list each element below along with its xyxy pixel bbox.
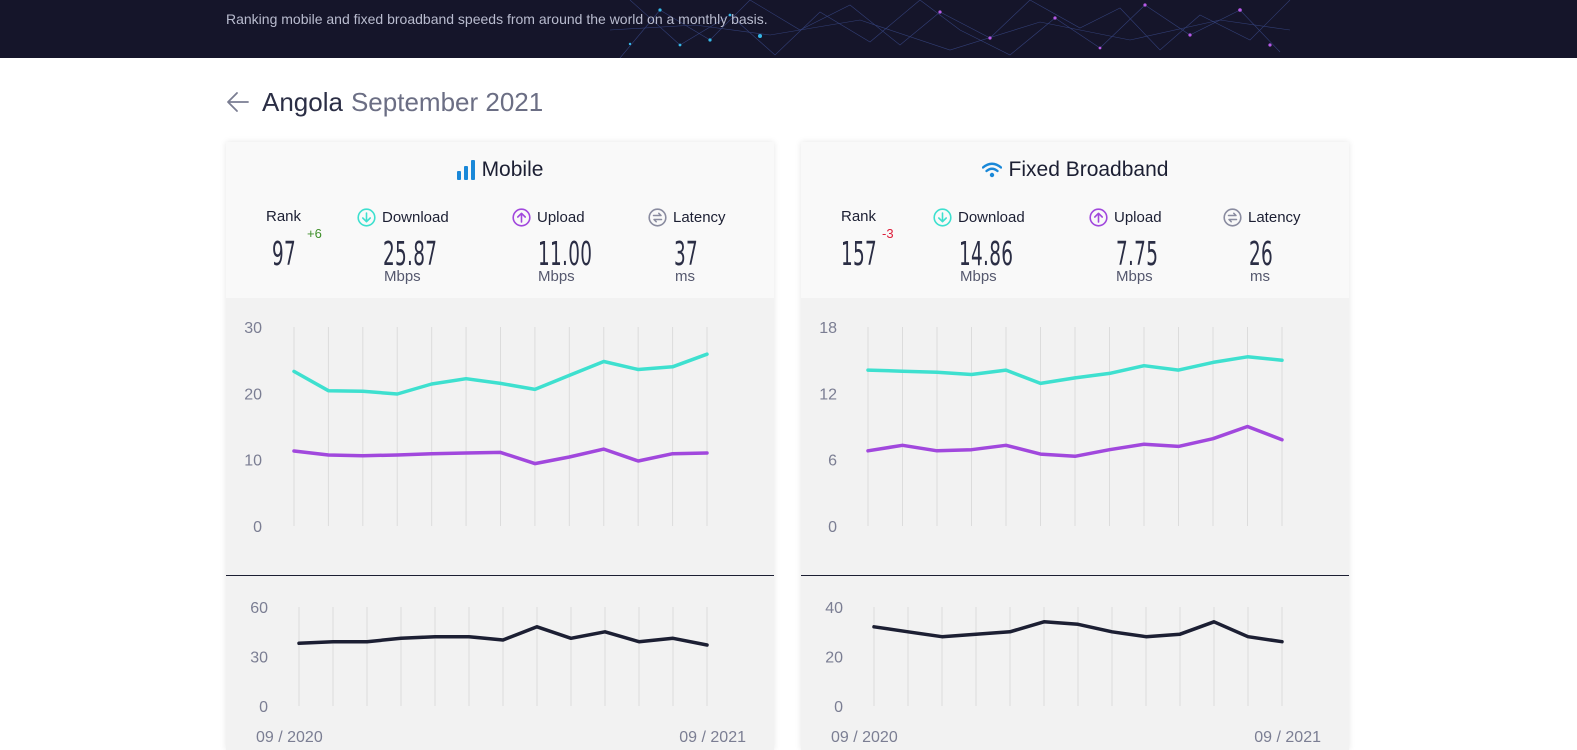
fixed-upload-value: 7.75 [1116,234,1159,273]
latency-line [872,620,1284,644]
mobile-title-label: Mobile [481,158,544,181]
y-tick-label: 0 [259,699,268,716]
y-tick-label: 0 [253,519,262,536]
download-label: Download [958,209,1025,226]
mobile-title: Mobile [226,158,774,182]
mobile-latency: Latency [648,208,726,227]
fixed-speed-chart: 0 6 12 18 [819,320,1284,536]
x-tick-label: 09 / 2020 [831,729,898,746]
latency-icon [1223,208,1242,227]
mobile-rank-value: 97 [272,234,297,273]
upload-line [866,424,1284,459]
chart-divider [226,575,774,576]
rank-label: Rank [266,208,302,225]
x-tick-label: 09 / 2020 [256,729,323,746]
mobile-download: Download [357,208,449,227]
top-banner: Ranking mobile and fixed broadband speed… [0,0,1577,58]
y-tick-label: 20 [244,386,262,403]
fixed-latency-unit: ms [1250,268,1270,285]
upload-label: Upload [1114,209,1162,226]
y-tick-label: 6 [828,453,837,470]
mobile-download-value: 25.87 [383,234,438,273]
fixed-rank: Rank [841,208,876,225]
mobile-summary: Mobile Rank 97 +6 Download 25.87 Mbps Up… [226,142,774,298]
fixed-download: Download [933,208,1025,227]
y-tick-label: 18 [819,320,837,337]
download-line [292,352,709,396]
signal-bars-icon [456,160,475,180]
wifi-icon [981,162,1002,178]
fixed-title: Fixed Broadband [801,158,1349,182]
mobile-card: Mobile Rank 97 +6 Download 25.87 Mbps Up… [226,142,774,750]
fixed-upload-unit: Mbps [1116,268,1153,285]
mobile-upload: Upload [512,208,585,227]
y-tick-label: 30 [244,320,262,337]
mobile-latency-unit: ms [675,268,695,285]
download-line [866,355,1284,386]
upload-icon [1089,208,1108,227]
upload-label: Upload [537,209,585,226]
latency-label: Latency [673,209,726,226]
upload-line [292,447,709,466]
y-tick-label: 10 [244,453,262,470]
download-icon [357,208,376,227]
download-icon [933,208,952,227]
latency-icon [648,208,667,227]
chart-divider [801,575,1349,576]
banner-tagline: Ranking mobile and fixed broadband speed… [226,11,768,27]
y-tick-label: 0 [828,519,837,536]
x-tick-label: 09 / 2021 [1254,729,1321,746]
mobile-speed-chart: 0 10 20 30 [244,320,709,536]
y-tick-label: 12 [819,386,837,403]
mobile-rank: Rank [266,208,301,225]
back-arrow-icon[interactable] [226,90,250,114]
fixed-latency-value: 26 [1249,234,1274,273]
mobile-upload-value: 11.00 [538,234,593,273]
y-tick-label: 60 [250,600,268,617]
y-tick-label: 20 [825,650,843,667]
download-label: Download [382,209,449,226]
mobile-download-unit: Mbps [384,268,421,285]
latency-label: Latency [1248,209,1301,226]
rank-label: Rank [841,208,877,225]
mobile-latency-chart: 0 30 60 09 / 2020 09 / 2021 [250,600,746,746]
fixed-download-unit: Mbps [960,268,997,285]
fixed-latency: Latency [1223,208,1301,227]
fixed-broadband-card: Fixed Broadband Rank 157 -3 Download 14.… [801,142,1349,750]
page-header: Angola September 2021 [226,86,543,118]
fixed-title-label: Fixed Broadband [1008,158,1169,181]
network-graphic [609,0,1291,58]
latency-line [297,625,709,647]
fixed-download-value: 14.86 [959,234,1014,273]
fixed-rank-change: -3 [882,226,894,241]
upload-icon [512,208,531,227]
fixed-upload: Upload [1089,208,1162,227]
x-tick-label: 09 / 2021 [679,729,746,746]
fixed-rank-value: 157 [841,234,878,273]
y-tick-label: 0 [834,699,843,716]
y-tick-label: 30 [250,650,268,667]
mobile-upload-unit: Mbps [538,268,575,285]
y-tick-label: 40 [825,600,843,617]
mobile-rank-change: +6 [307,226,322,241]
fixed-summary: Fixed Broadband Rank 157 -3 Download 14.… [801,142,1349,298]
mobile-latency-value: 37 [674,234,699,273]
fixed-latency-chart: 0 20 40 09 / 2020 09 / 2021 [825,600,1321,746]
report-period: September 2021 [350,86,544,117]
country-name: Angola [262,86,343,117]
